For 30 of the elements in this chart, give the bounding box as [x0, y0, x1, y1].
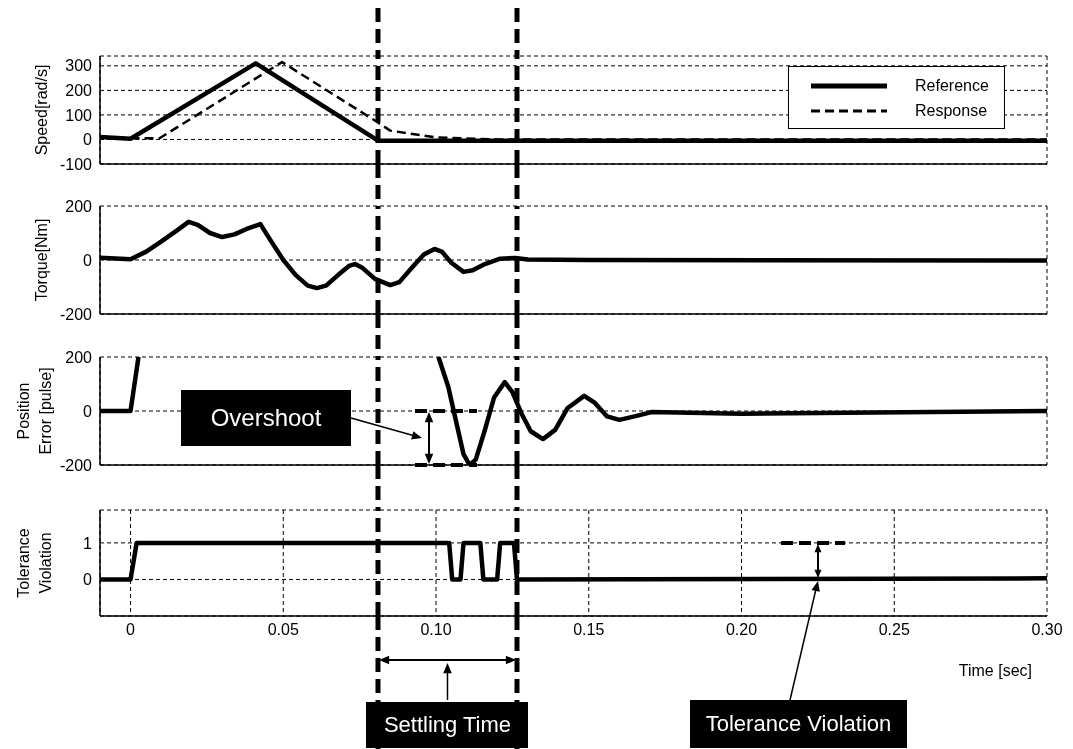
y-tick-label: -100 — [59, 155, 93, 173]
legend-label: Response — [915, 101, 988, 120]
y-tick-label: -200 — [59, 305, 93, 323]
y-tick-label: 0 — [83, 131, 93, 149]
x-tick-label: 0.25 — [878, 621, 910, 639]
x-tick-label: 0.05 — [267, 621, 299, 639]
x-tick-label: 0.30 — [1031, 621, 1063, 639]
x-axis-title: Time [sec] — [958, 662, 1032, 680]
y-tick-label: 0 — [83, 402, 93, 420]
y-tick-label: 0 — [83, 571, 93, 589]
x-tick-label: 0.20 — [725, 621, 758, 639]
y-tick-label: 200 — [65, 82, 93, 100]
y-tick-label: 200 — [65, 348, 93, 366]
text: Settling Time — [366, 702, 529, 748]
y-tick-label: 300 — [65, 57, 93, 75]
x-tick-label: 0.15 — [573, 621, 605, 639]
y-axis-title: Speed[rad/s] — [33, 64, 50, 156]
y-axis-title: Torque[Nm] — [33, 218, 50, 302]
y-tick-label: 1 — [83, 534, 93, 552]
y-axis-title: Position Error [pulse] — [15, 367, 54, 455]
annotation: Overshoot — [180, 390, 351, 446]
x-tick-label: 0 — [126, 621, 136, 639]
y-tick-label: 200 — [65, 197, 93, 215]
x-tick-label: 0.10 — [420, 621, 452, 639]
y-tick-label: -200 — [59, 456, 93, 474]
text: Tolerance Violation — [690, 700, 907, 748]
y-tick-label: 0 — [83, 251, 93, 269]
y-tick-label: 100 — [65, 106, 93, 124]
y-axis-title: Tolerance Violation — [15, 528, 54, 598]
legend-label: Reference — [915, 76, 989, 95]
